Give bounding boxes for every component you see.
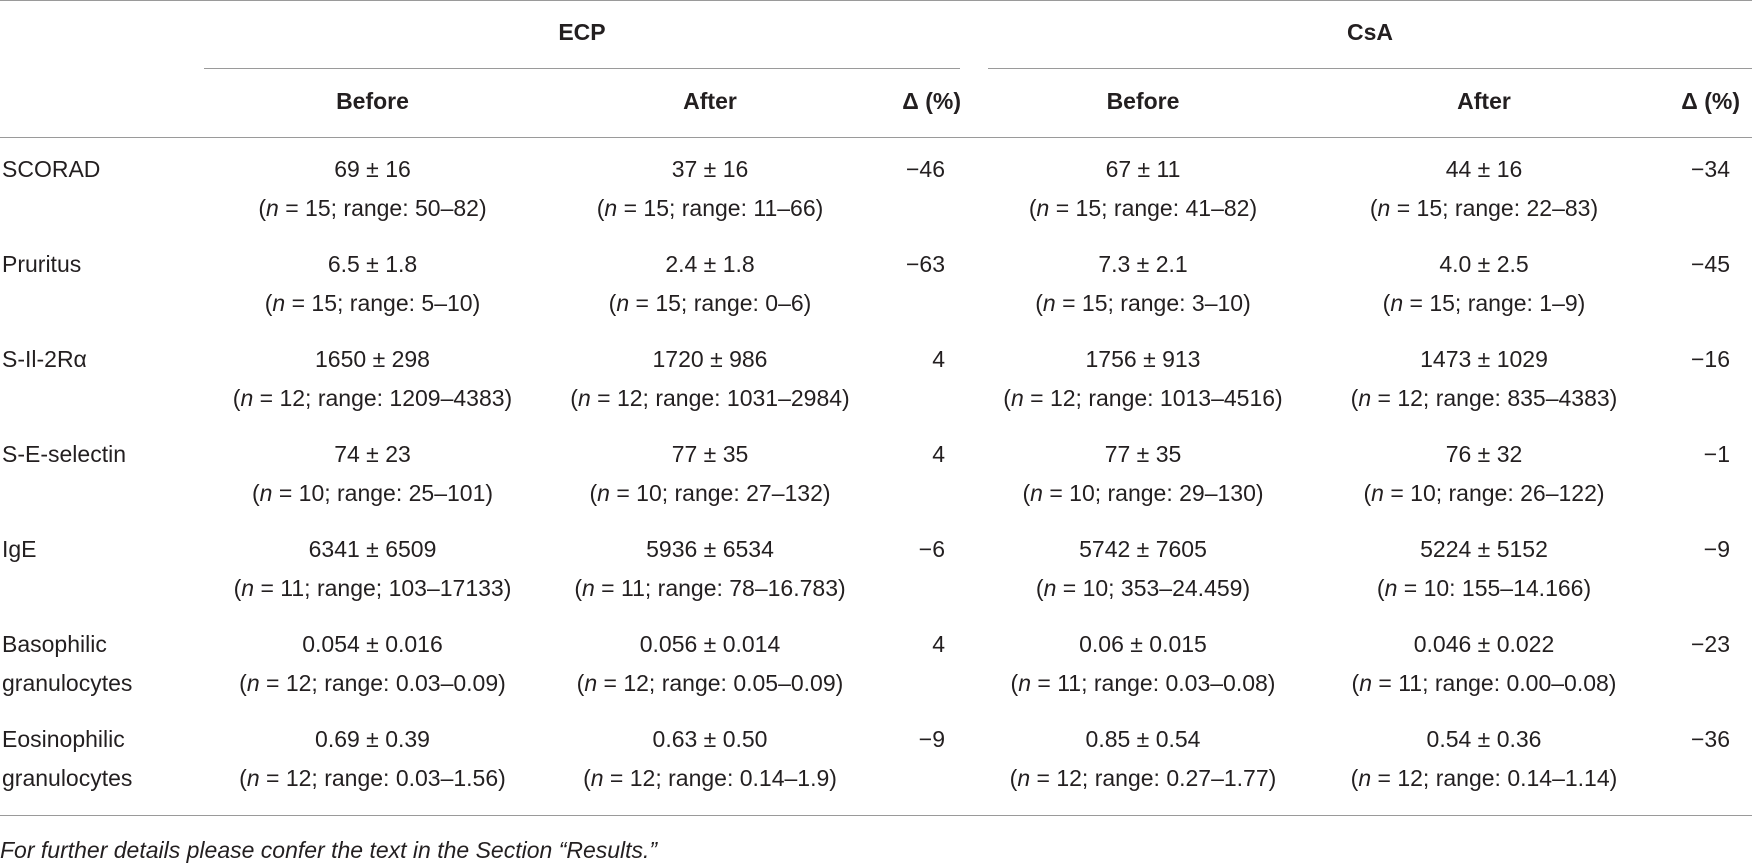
header-bottom-rule bbox=[0, 137, 1752, 138]
table-cell-csa-delta: −36 bbox=[1690, 726, 1730, 752]
table-cell-csa-after: 4.0 ± 2.5 (n = 15; range: 1–9) bbox=[1382, 251, 1586, 316]
table-cell-ecp-after: 2.4 ± 1.8 (n = 15; range: 0–6) bbox=[608, 251, 812, 316]
table-cell-csa-before: 0.06 ± 0.015 (n = 11; range: 0.03–0.08) bbox=[1010, 631, 1276, 696]
table-cell-ecp-after: 77 ± 35 (n = 10; range: 27–132) bbox=[589, 441, 831, 506]
table-cell-ecp-after: 0.63 ± 0.50 (n = 12; range: 0.14–1.9) bbox=[583, 726, 837, 791]
column-header-csa-before: Before bbox=[1106, 88, 1180, 114]
table-bottom-rule bbox=[0, 815, 1752, 816]
table-cell-csa-before: 67 ± 11 (n = 15; range: 41–82) bbox=[1028, 156, 1258, 221]
table-cell-csa-after: 1473 ± 1029 (n = 12; range: 835–4383) bbox=[1350, 346, 1618, 411]
table-cell-csa-after: 76 ± 32 (n = 10; range: 26–122) bbox=[1363, 441, 1605, 506]
table-cell-ecp-delta: −9 bbox=[918, 726, 945, 752]
column-header-csa-delta: Δ (%) bbox=[1681, 88, 1740, 114]
table-cell-csa-before: 5742 ± 7605 (n = 10; 353–24.459) bbox=[1035, 536, 1251, 601]
row-label: Basophilic granulocytes bbox=[2, 631, 133, 696]
table-cell-csa-delta: −45 bbox=[1690, 251, 1730, 277]
table-cell-ecp-before: 0.69 ± 0.39 (n = 12; range: 0.03–1.56) bbox=[239, 726, 506, 791]
table-cell-csa-delta: −23 bbox=[1690, 631, 1730, 657]
csa-group-rule bbox=[988, 68, 1752, 69]
table-cell-csa-delta: −16 bbox=[1690, 346, 1730, 372]
table-cell-csa-after: 0.54 ± 0.36 (n = 12; range: 0.14–1.14) bbox=[1350, 726, 1618, 791]
table-cell-csa-delta: −1 bbox=[1703, 441, 1730, 467]
table-cell-ecp-before: 69 ± 16 (n = 15; range: 50–82) bbox=[258, 156, 487, 221]
table-cell-ecp-before: 6341 ± 6509 (n = 11; range; 103–17133) bbox=[233, 536, 512, 601]
row-label: S-E-selectin bbox=[2, 441, 126, 467]
table-cell-csa-before: 0.85 ± 0.54 (n = 12; range: 0.27–1.77) bbox=[1009, 726, 1277, 791]
table-cell-ecp-after: 1720 ± 986 (n = 12; range: 1031–2984) bbox=[570, 346, 850, 411]
column-header-ecp-delta: Δ (%) bbox=[902, 88, 961, 114]
table-cell-ecp-after: 5936 ± 6534 (n = 11; range: 78–16.783) bbox=[574, 536, 846, 601]
group-header-ecp: ECP bbox=[558, 19, 606, 45]
ecp-group-rule bbox=[204, 68, 960, 69]
table-cell-ecp-delta: −6 bbox=[918, 536, 945, 562]
table-cell-ecp-delta: 4 bbox=[932, 441, 945, 467]
row-label: Eosinophilic granulocytes bbox=[2, 726, 133, 791]
table-footnote: For further details please confer the te… bbox=[0, 837, 658, 863]
column-header-csa-after: After bbox=[1457, 88, 1511, 114]
table-cell-csa-before: 1756 ± 913 (n = 12; range: 1013–4516) bbox=[1003, 346, 1283, 411]
table-top-rule bbox=[0, 0, 1752, 1]
table-cell-ecp-after: 37 ± 16 (n = 15; range: 11–66) bbox=[596, 156, 824, 221]
table-cell-ecp-before: 0.054 ± 0.016 (n = 12; range: 0.03–0.09) bbox=[239, 631, 506, 696]
table-cell-csa-before: 77 ± 35 (n = 10; range: 29–130) bbox=[1022, 441, 1264, 506]
table-cell-ecp-before: 6.5 ± 1.8 (n = 15; range: 5–10) bbox=[264, 251, 481, 316]
row-label: Pruritus bbox=[2, 251, 82, 277]
table-cell-csa-after: 5224 ± 5152 (n = 10: 155–14.166) bbox=[1376, 536, 1592, 601]
row-label: IgE bbox=[2, 536, 37, 562]
table-cell-ecp-after: 0.056 ± 0.014 (n = 12; range: 0.05–0.09) bbox=[576, 631, 844, 696]
table-cell-ecp-delta: −46 bbox=[905, 156, 945, 182]
table-cell-ecp-delta: 4 bbox=[932, 346, 945, 372]
table-cell-ecp-before: 1650 ± 298 (n = 12; range: 1209–4383) bbox=[232, 346, 513, 411]
table-cell-csa-delta: −9 bbox=[1703, 536, 1730, 562]
table-cell-ecp-before: 74 ± 23 (n = 10; range: 25–101) bbox=[251, 441, 494, 506]
table-cell-ecp-delta: −63 bbox=[905, 251, 945, 277]
row-label: SCORAD bbox=[2, 156, 101, 182]
column-header-ecp-before: Before bbox=[336, 88, 409, 114]
table-cell-ecp-delta: 4 bbox=[932, 631, 945, 657]
group-header-csa: CsA bbox=[1346, 19, 1393, 45]
table-cell-csa-after: 0.046 ± 0.022 (n = 11; range: 0.00–0.08) bbox=[1351, 631, 1617, 696]
table-cell-csa-delta: −34 bbox=[1690, 156, 1730, 182]
column-header-ecp-after: After bbox=[683, 88, 737, 114]
table-cell-csa-before: 7.3 ± 2.1 (n = 15; range: 3–10) bbox=[1035, 251, 1251, 316]
table-cell-csa-after: 44 ± 16 (n = 15; range: 22–83) bbox=[1369, 156, 1599, 221]
row-label: S-Il-2Rα bbox=[2, 346, 87, 372]
